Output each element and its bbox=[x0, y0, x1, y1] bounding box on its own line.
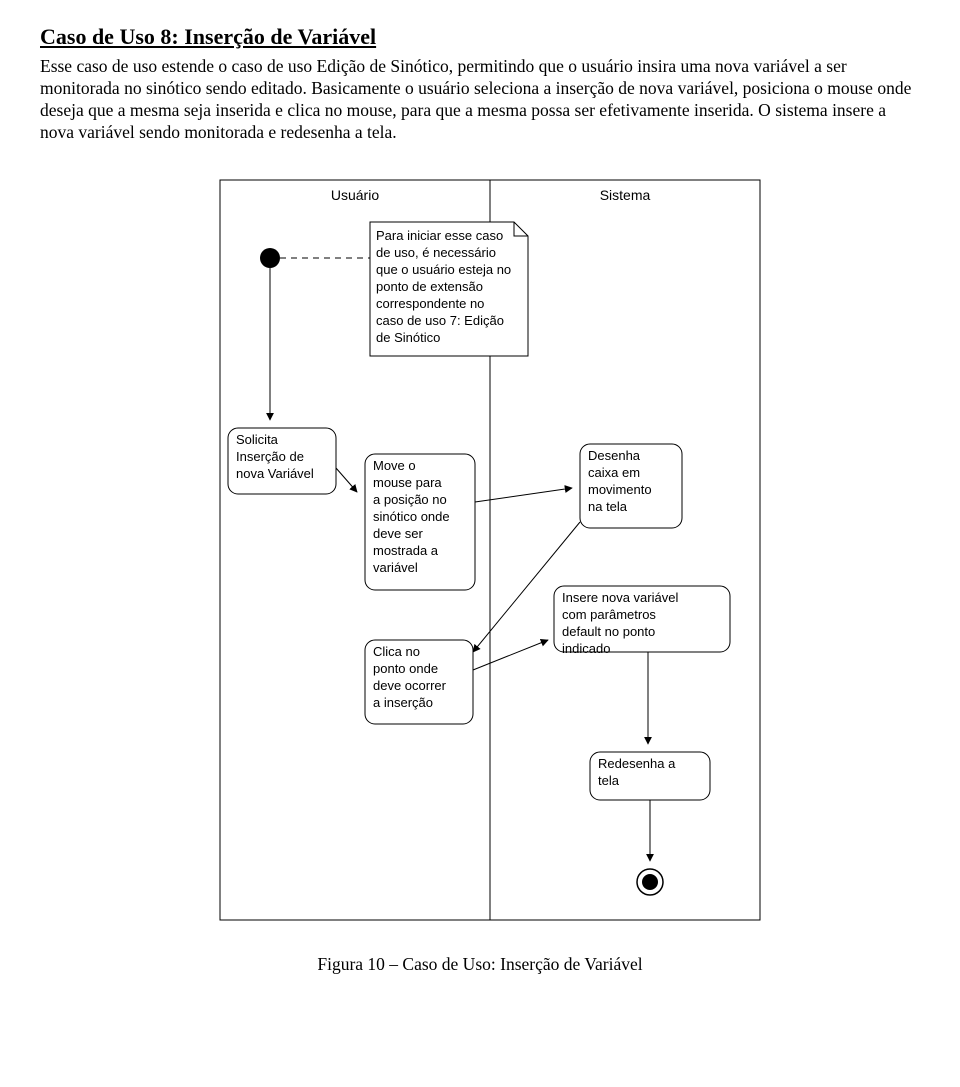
activity-node-text: Desenha bbox=[588, 448, 641, 463]
activity-node-text: com parâmetros bbox=[562, 607, 656, 622]
lane-title-system: Sistema bbox=[600, 187, 651, 203]
activity-node-text: deve ser bbox=[373, 526, 424, 541]
activity-node-text: a inserção bbox=[373, 695, 433, 710]
lane-title-user: Usuário bbox=[331, 187, 379, 203]
diagram-container: Usuário Sistema Para iniciar esse caso de u… bbox=[40, 172, 920, 932]
activity-node-text: a posição no bbox=[373, 492, 447, 507]
uml-note-line: ponto de extensão bbox=[376, 279, 483, 294]
activity-node-text: sinótico onde bbox=[373, 509, 450, 524]
activity-node-text: Redesenha a bbox=[598, 756, 676, 771]
page-title: Caso de Uso 8: Inserção de Variável bbox=[40, 24, 920, 50]
uml-note-line: de Sinótico bbox=[376, 330, 440, 345]
activity-node-text: deve ocorrer bbox=[373, 678, 447, 693]
activity-node-text: mostrada a bbox=[373, 543, 439, 558]
activity-node-text: na tela bbox=[588, 499, 628, 514]
activity-node-text: movimento bbox=[588, 482, 652, 497]
transition-edge bbox=[473, 640, 548, 670]
activity-node-text: Move o bbox=[373, 458, 416, 473]
end-node-dot bbox=[642, 874, 658, 890]
activity-node-text: tela bbox=[598, 773, 620, 788]
activity-node-text: caixa em bbox=[588, 465, 640, 480]
activity-node-text: default no ponto bbox=[562, 624, 655, 639]
start-node bbox=[260, 248, 280, 268]
activity-node-text: Clica no bbox=[373, 644, 420, 659]
uml-note-line: de uso, é necessário bbox=[376, 245, 496, 260]
uml-note-line: que o usuário esteja no bbox=[376, 262, 511, 277]
activity-node-text: ponto onde bbox=[373, 661, 438, 676]
activity-node-text: Insere nova variável bbox=[562, 590, 678, 605]
transition-edge bbox=[336, 468, 357, 492]
activity-node-text: nova Variável bbox=[236, 466, 314, 481]
activity-node-text: mouse para bbox=[373, 475, 442, 490]
uml-note-line: caso de uso 7: Edição bbox=[376, 313, 504, 328]
description-paragraph: Esse caso de uso estende o caso de uso E… bbox=[40, 56, 920, 144]
figure-caption: Figura 10 – Caso de Uso: Inserção de Var… bbox=[40, 954, 920, 975]
activity-diagram: Usuário Sistema Para iniciar esse caso de u… bbox=[160, 172, 800, 932]
activity-node-text: variável bbox=[373, 560, 418, 575]
uml-note-line: correspondente no bbox=[376, 296, 484, 311]
uml-note-line: Para iniciar esse caso bbox=[376, 228, 503, 243]
activity-node-text: indicado bbox=[562, 641, 610, 656]
activity-node-text: Inserção de bbox=[236, 449, 304, 464]
activity-node-text: Solicita bbox=[236, 432, 279, 447]
